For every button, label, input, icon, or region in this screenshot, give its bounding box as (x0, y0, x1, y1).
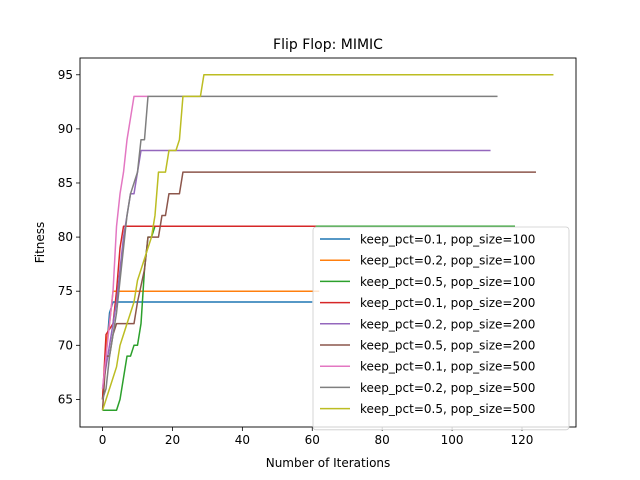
x-tick-label: 60 (305, 433, 320, 447)
legend-box (312, 226, 570, 431)
legend: keep_pct=0.1, pop_size=100 keep_pct=0.2, … (312, 226, 570, 431)
legend-label-4: keep_pct=0.1, pop_size=200 (360, 296, 535, 310)
x-axis-ticks: 0 20 40 60 80 100 120 (99, 427, 534, 447)
legend-label-3: keep_pct=0.5, pop_size=100 (360, 275, 535, 289)
series-line-7 (101, 95, 148, 389)
y-tick-label: 90 (58, 122, 73, 136)
x-tick-label: 40 (235, 433, 250, 447)
chart-title: Flip Flop: MIMIC (273, 37, 383, 53)
x-axis-label: Number of Iterations (266, 456, 391, 470)
y-tick-label: 80 (58, 230, 73, 244)
y-axis-label: Fitness (33, 222, 47, 264)
x-tick-label: 0 (99, 433, 107, 447)
y-tick-label: 70 (58, 338, 73, 352)
legend-label-8: keep_pct=0.2, pop_size=500 (360, 381, 535, 395)
legend-label-5: keep_pct=0.2, pop_size=200 (360, 317, 535, 331)
legend-label-7: keep_pct=0.1, pop_size=500 (360, 360, 535, 374)
legend-label-9: keep_pct=0.5, pop_size=500 (360, 402, 535, 416)
x-tick-label: 120 (511, 433, 534, 447)
y-tick-label: 85 (58, 176, 73, 190)
legend-label-2: keep_pct=0.2, pop_size=100 (360, 254, 535, 268)
y-tick-label: 75 (58, 284, 73, 298)
series-lines (101, 74, 554, 411)
series-line-9 (101, 74, 554, 411)
x-tick-label: 80 (375, 433, 390, 447)
y-tick-label: 95 (58, 68, 73, 82)
y-axis-ticks: 65 70 75 80 85 90 95 (58, 68, 80, 406)
legend-label-1: keep_pct=0.1, pop_size=100 (360, 233, 535, 247)
series-line-4 (101, 225, 316, 400)
series-line-8 (101, 95, 498, 400)
y-tick-label: 65 (58, 392, 73, 406)
legend-label-6: keep_pct=0.5, pop_size=200 (360, 339, 535, 353)
x-tick-label: 100 (441, 433, 464, 447)
x-tick-label: 20 (165, 433, 180, 447)
